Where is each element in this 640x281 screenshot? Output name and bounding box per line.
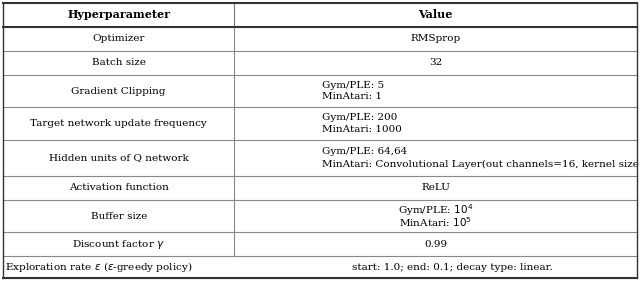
Text: MinAtari: $10^5$: MinAtari: $10^5$ [399, 215, 472, 229]
Text: ReLU: ReLU [421, 183, 450, 192]
Text: Hyperparameter: Hyperparameter [67, 10, 170, 21]
Text: Gym/PLE: 5: Gym/PLE: 5 [322, 81, 384, 90]
Text: Target network update frequency: Target network update frequency [30, 119, 207, 128]
Text: Value: Value [419, 10, 453, 21]
Text: Optimizer: Optimizer [92, 34, 145, 43]
Text: Gym/PLE: $10^4$: Gym/PLE: $10^4$ [398, 202, 474, 218]
Text: Buffer size: Buffer size [90, 212, 147, 221]
Text: MinAtari: 1000: MinAtari: 1000 [322, 125, 402, 134]
Text: start: 1.0; end: 0.1; decay type: linear.: start: 1.0; end: 0.1; decay type: linear… [352, 263, 552, 272]
Text: 0.99: 0.99 [424, 240, 447, 249]
Text: Discount factor $\gamma$: Discount factor $\gamma$ [72, 238, 165, 251]
Text: Activation function: Activation function [68, 183, 169, 192]
Text: MinAtari: 1: MinAtari: 1 [322, 92, 382, 101]
Text: RMSprop: RMSprop [411, 34, 461, 43]
Text: Hidden units of Q network: Hidden units of Q network [49, 153, 189, 162]
Text: 32: 32 [429, 58, 442, 67]
Text: Gradient Clipping: Gradient Clipping [72, 87, 166, 96]
Text: Exploration rate $\epsilon$ ($\epsilon$-greedy policy): Exploration rate $\epsilon$ ($\epsilon$-… [5, 260, 193, 274]
Text: Batch size: Batch size [92, 58, 146, 67]
Text: Gym/PLE: 64,64: Gym/PLE: 64,64 [322, 147, 407, 156]
Text: MinAtari: Convolutional Layer(out channels=16, kernel size=3, stric: MinAtari: Convolutional Layer(out channe… [322, 160, 640, 169]
Text: Gym/PLE: 200: Gym/PLE: 200 [322, 113, 397, 122]
